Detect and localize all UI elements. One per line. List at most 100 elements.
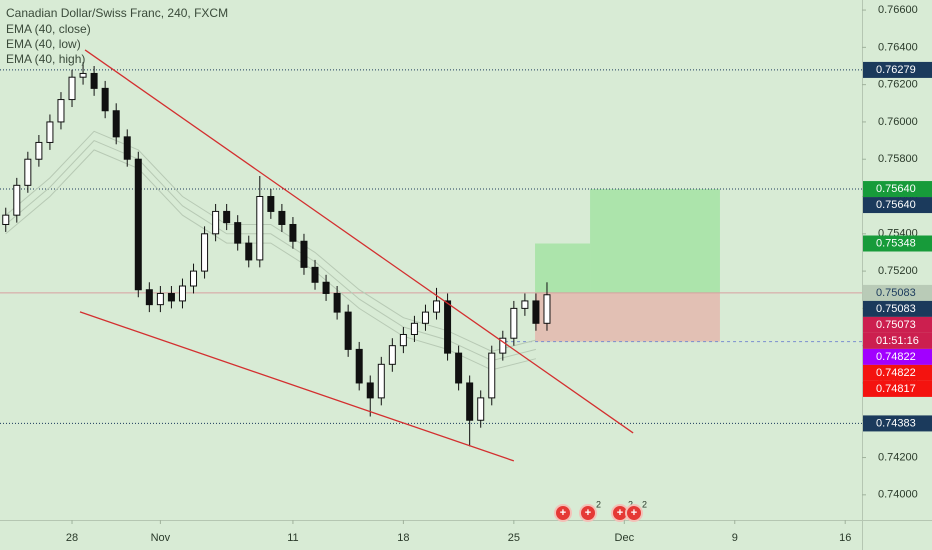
price-label-box xyxy=(863,181,932,198)
price-label: 0.75640 xyxy=(876,199,916,211)
candle-body xyxy=(46,121,54,143)
candle-body xyxy=(455,352,463,384)
candle-body xyxy=(499,337,507,354)
price-label: 0.76279 xyxy=(876,64,916,76)
candle-body xyxy=(190,270,198,287)
price-label-box xyxy=(863,197,932,214)
trendline xyxy=(79,311,515,462)
y-tick-label: 0.74200 xyxy=(878,451,918,463)
candle-body xyxy=(333,292,341,313)
chart-title: Canadian Dollar/Swiss Franc, 240, FXCM xyxy=(6,6,228,20)
profit-zone xyxy=(590,189,720,293)
candle-body xyxy=(477,397,485,421)
candle-body xyxy=(24,158,32,186)
price-label-box xyxy=(863,61,932,78)
candle-body xyxy=(112,110,120,138)
event-count: 2 xyxy=(642,499,647,509)
candle-body xyxy=(234,222,242,244)
y-tick-label: 0.76200 xyxy=(878,79,918,91)
y-tick-label: 0.76400 xyxy=(878,41,918,53)
event-count: 2 xyxy=(628,499,633,509)
candle-body xyxy=(433,300,441,313)
candle-body xyxy=(322,281,330,294)
event-badge[interactable] xyxy=(579,504,597,522)
candle-body xyxy=(223,210,231,224)
candle-body xyxy=(278,210,286,225)
indicator-legend: EMA (40, low) xyxy=(6,37,81,51)
candle-body xyxy=(388,345,396,365)
candle-body xyxy=(101,87,109,112)
candle-body xyxy=(145,289,153,306)
event-count: 2 xyxy=(596,499,601,509)
candle-body xyxy=(421,311,429,324)
event-badge[interactable] xyxy=(625,504,643,522)
trendline xyxy=(84,49,634,434)
price-label: 0.75073 xyxy=(876,319,916,331)
candle-body xyxy=(134,158,142,291)
candle-body xyxy=(167,292,175,302)
price-label: 01:51:16 xyxy=(876,335,919,347)
candle-body xyxy=(444,300,452,354)
y-tick-label: 0.74000 xyxy=(878,489,918,501)
candle-body xyxy=(532,300,540,324)
price-label: 0.75640 xyxy=(876,183,916,195)
event-icon: + xyxy=(631,507,637,519)
price-label-box xyxy=(863,316,932,333)
candle-body xyxy=(366,382,374,399)
y-tick-label: 0.75800 xyxy=(878,153,918,165)
candle-body xyxy=(2,214,10,225)
price-label: 0.75348 xyxy=(876,237,916,249)
candle-body xyxy=(543,294,551,324)
candle-body xyxy=(156,292,164,306)
event-icon: + xyxy=(617,507,623,519)
price-label-box xyxy=(863,348,932,365)
plot xyxy=(0,49,862,462)
price-label-box xyxy=(863,415,932,432)
event-icon: + xyxy=(560,507,566,519)
indicator-legend: EMA (40, high) xyxy=(6,52,85,66)
x-tick-label: 16 xyxy=(839,532,851,544)
x-tick-label: Nov xyxy=(151,532,171,544)
candle-body xyxy=(410,322,418,335)
candle-body xyxy=(212,210,220,235)
event-icon: + xyxy=(585,507,591,519)
candle-body xyxy=(35,141,43,160)
event-badges: + + 2 + 2 + 2 xyxy=(554,499,647,522)
event-badge[interactable] xyxy=(554,504,572,522)
price-label-box xyxy=(863,332,932,349)
candle-body xyxy=(521,300,529,309)
price-label-box xyxy=(863,380,932,397)
candle-body xyxy=(201,233,209,272)
candle-body xyxy=(57,99,65,123)
candle-body xyxy=(245,242,253,261)
candle-body xyxy=(90,72,98,89)
candle-body xyxy=(510,307,518,339)
y-tick-label: 0.76600 xyxy=(878,4,918,16)
x-tick-label: 18 xyxy=(397,532,409,544)
candle-body xyxy=(256,196,264,261)
candle-body xyxy=(355,348,363,384)
price-label: 0.74817 xyxy=(876,383,916,395)
candle-body xyxy=(79,72,87,78)
candle-body xyxy=(289,223,297,242)
candle-body xyxy=(377,363,385,399)
candle-body xyxy=(178,285,186,302)
y-tick-label: 0.76000 xyxy=(878,116,918,128)
x-tick-label: 28 xyxy=(66,532,78,544)
price-label: 0.74822 xyxy=(876,351,916,363)
price-label: 0.75083 xyxy=(876,303,916,315)
candle-body xyxy=(466,382,474,421)
profit-zone xyxy=(535,243,591,293)
price-label: 0.74383 xyxy=(876,417,916,429)
candle-body xyxy=(399,333,407,347)
x-tick-label: 25 xyxy=(508,532,520,544)
y-tick-label: 0.75200 xyxy=(878,265,918,277)
price-label-box xyxy=(863,235,932,252)
price-label-box xyxy=(863,300,932,317)
candle-body xyxy=(300,240,308,268)
price-label-box xyxy=(863,284,932,301)
candle-body xyxy=(488,352,496,399)
loss-zone xyxy=(535,292,720,342)
